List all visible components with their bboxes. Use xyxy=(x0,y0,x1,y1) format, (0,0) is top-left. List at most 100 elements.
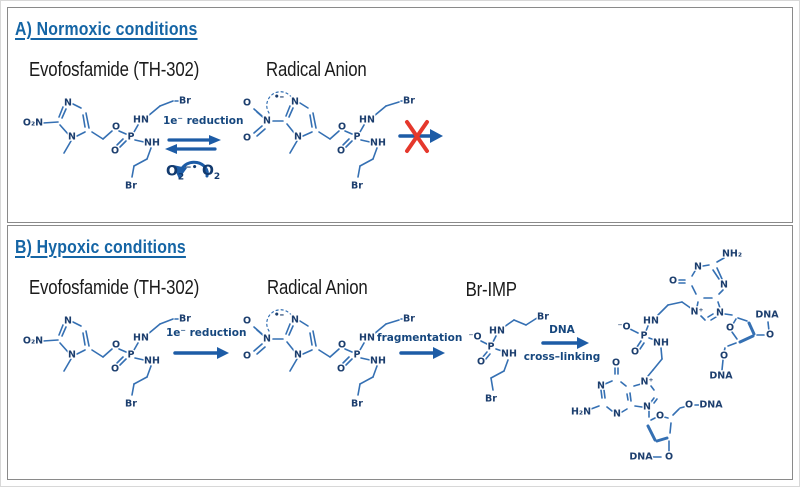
svg-text:N: N xyxy=(64,316,72,327)
oxygen-label: O2 xyxy=(202,163,220,182)
svg-text:NH: NH xyxy=(144,138,160,149)
svg-text:Br: Br xyxy=(351,399,363,410)
svg-text:O: O xyxy=(112,340,120,351)
svg-text:O: O xyxy=(685,400,693,411)
svg-text:HN: HN xyxy=(359,115,375,126)
dna-label: DNA xyxy=(549,324,575,336)
svg-text:O: O xyxy=(726,323,734,334)
svg-text:P: P xyxy=(488,342,495,353)
svg-text:⁻O: ⁻O xyxy=(617,322,630,333)
structure-brimp: ⁻O PO HN NH Br Br xyxy=(467,310,550,406)
radical-anion-label-a: Radical Anion xyxy=(266,59,367,81)
svg-text:O₂N: O₂N xyxy=(23,118,43,129)
svg-text:DNA: DNA xyxy=(699,400,723,411)
reduction-label-b: 1e⁻ reduction xyxy=(166,327,247,339)
svg-text:Br: Br xyxy=(403,314,415,325)
svg-text:N: N xyxy=(694,262,702,273)
svg-text:NH: NH xyxy=(653,338,669,349)
svg-text:O: O xyxy=(656,411,664,422)
svg-text:N: N xyxy=(263,334,271,345)
svg-text:N⁺: N⁺ xyxy=(641,377,654,388)
svg-text:P: P xyxy=(128,350,135,361)
svg-text:Br: Br xyxy=(351,181,363,192)
crosslinking-label: cross–linking xyxy=(523,351,601,363)
svg-text:N: N xyxy=(68,350,76,361)
svg-text:DNA: DNA xyxy=(629,452,653,463)
svg-text:•–: •– xyxy=(274,311,285,321)
svg-text:N: N xyxy=(294,132,302,143)
svg-text:Br: Br xyxy=(179,314,191,325)
evofosfamide-label-b: Evofosfamide (TH-302) xyxy=(29,277,200,299)
svg-text:O: O xyxy=(631,347,639,358)
superoxide-sub: 2 xyxy=(177,172,185,183)
svg-text:DNA: DNA xyxy=(709,371,733,382)
svg-text:⁻O: ⁻O xyxy=(468,332,481,343)
superoxide-base: O xyxy=(166,163,178,180)
svg-text:Br: Br xyxy=(179,96,191,107)
svg-text:HN: HN xyxy=(643,316,659,327)
panel-normoxic: A) Normoxic conditions Evofosfamide (TH-… xyxy=(7,7,793,223)
svg-text:HN: HN xyxy=(359,333,375,344)
svg-text:O: O xyxy=(337,146,345,157)
fragmentation-label: fragmentation xyxy=(377,332,463,344)
radical-anion-label-b: Radical Anion xyxy=(267,277,368,299)
svg-text:O₂N: O₂N xyxy=(23,336,43,347)
svg-text:O: O xyxy=(338,122,346,133)
svg-text:N: N xyxy=(720,280,728,291)
svg-text:NH: NH xyxy=(144,356,160,367)
svg-text:O: O xyxy=(243,98,251,109)
svg-text:N: N xyxy=(291,315,299,326)
svg-text:NH₂: NH₂ xyxy=(722,249,742,260)
panel-hypoxic: B) Hypoxic conditions Evofosfamide (TH-3… xyxy=(7,225,793,480)
svg-text:N: N xyxy=(64,98,72,109)
evofosfamide-label-a: Evofosfamide (TH-302) xyxy=(29,59,200,81)
svg-text:NH: NH xyxy=(501,349,517,360)
svg-text:O: O xyxy=(477,357,485,368)
crosslinking-arrow xyxy=(541,337,589,349)
svg-text:•–: •– xyxy=(274,93,285,103)
svg-text:O: O xyxy=(766,330,774,341)
svg-text:O: O xyxy=(243,351,251,362)
equilibrium-arrows xyxy=(165,135,221,179)
svg-text:Br: Br xyxy=(485,394,497,405)
svg-text:P: P xyxy=(354,350,361,361)
fragmentation-arrow xyxy=(399,347,445,359)
svg-text:O: O xyxy=(112,122,120,133)
svg-text:N⁺: N⁺ xyxy=(691,307,704,318)
brimp-label: Br-IMP xyxy=(465,279,517,301)
svg-text:Br: Br xyxy=(537,312,549,323)
svg-text:P: P xyxy=(641,331,648,342)
panel-b-title: B) Hypoxic conditions xyxy=(15,237,186,257)
svg-text:NH: NH xyxy=(370,138,386,149)
svg-text:N: N xyxy=(613,409,621,420)
svg-text:O: O xyxy=(612,358,620,369)
svg-text:O: O xyxy=(669,276,677,287)
svg-text:N: N xyxy=(291,97,299,108)
svg-text:HN: HN xyxy=(133,333,149,344)
panel-a-title: A) Normoxic conditions xyxy=(15,19,198,39)
svg-text:O: O xyxy=(338,340,346,351)
superoxide-sup: −• xyxy=(184,163,198,173)
svg-text:Br: Br xyxy=(125,399,137,410)
svg-text:N: N xyxy=(716,308,724,319)
reduction-label-a: 1e⁻ reduction xyxy=(163,115,244,127)
svg-text:O: O xyxy=(665,452,673,463)
blocked-reaction-arrow xyxy=(398,120,443,153)
svg-text:O: O xyxy=(111,364,119,375)
svg-text:DNA: DNA xyxy=(755,310,779,321)
svg-text:N: N xyxy=(68,132,76,143)
svg-text:O: O xyxy=(720,351,728,362)
oxygen-sub: 2 xyxy=(213,171,221,182)
svg-text:O: O xyxy=(337,364,345,375)
oxygen-base: O xyxy=(202,163,214,179)
svg-text:Br: Br xyxy=(125,181,137,192)
svg-text:H₂N: H₂N xyxy=(571,407,591,418)
structure-evofosfamide-b: O₂N N N OPO HN NH Br Br xyxy=(22,312,193,411)
superoxide-label: O2−• xyxy=(166,163,197,182)
svg-text:O: O xyxy=(243,316,251,327)
svg-text:N: N xyxy=(597,381,605,392)
